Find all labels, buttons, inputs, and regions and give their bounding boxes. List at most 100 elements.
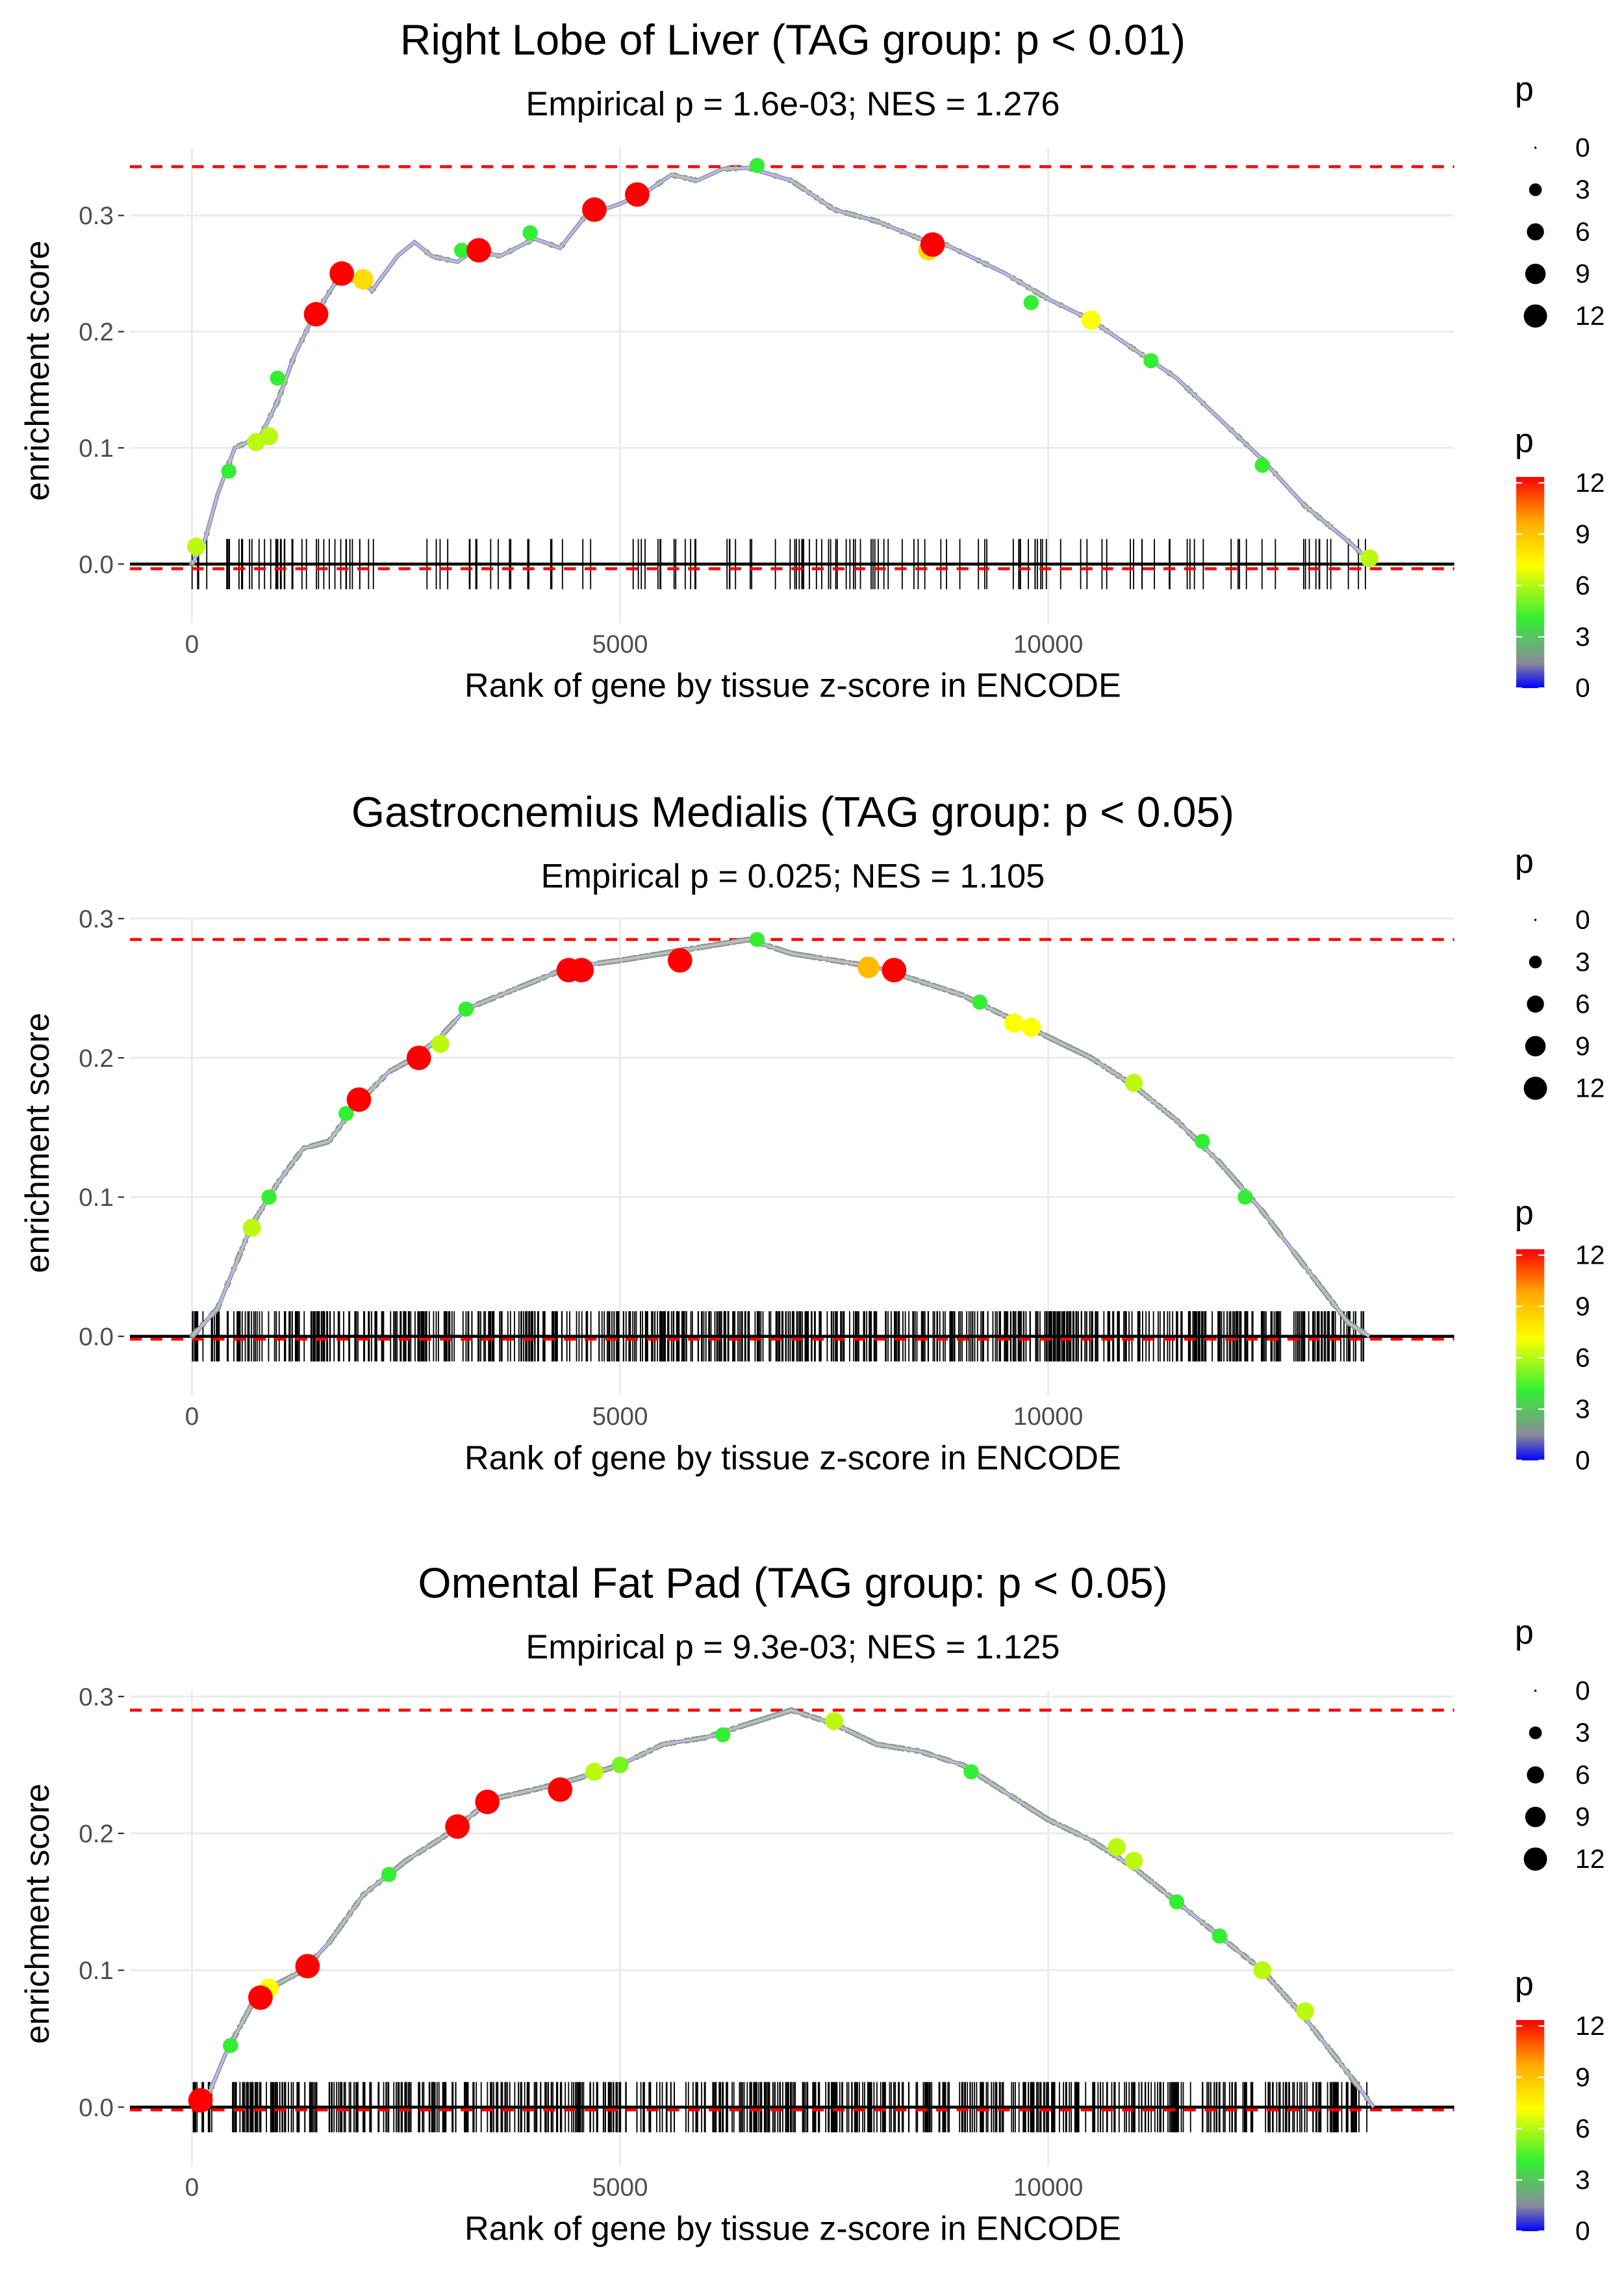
x-tick-label: 5000: [592, 2174, 648, 2202]
size-legend-label: 9: [1575, 1031, 1590, 1061]
gene-point-highlight: [1004, 1013, 1024, 1033]
x-tick-label: 10000: [1013, 631, 1083, 659]
color-legend-label: 3: [1575, 2165, 1590, 2195]
color-legend-bar: [1516, 477, 1545, 689]
y-tick-label: 0.1: [79, 1957, 114, 1985]
size-legend-label: 12: [1575, 1844, 1605, 1874]
size-legend-label: 9: [1575, 1802, 1590, 1832]
color-legend-title: p: [1515, 1194, 1534, 1232]
gene-point-highlight: [1237, 1189, 1253, 1205]
gene-point-highlight: [1108, 1838, 1126, 1856]
gene-point-highlight: [346, 1087, 372, 1112]
size-legend-label: 12: [1575, 1073, 1605, 1103]
gene-point-highlight: [445, 1814, 470, 1839]
size-legend-dot: [1529, 1726, 1542, 1739]
gene-point-highlight: [1169, 1894, 1185, 1910]
gene-point-highlight: [749, 158, 765, 173]
size-legend-dot: [1529, 183, 1542, 196]
y-tick-label: 0.0: [79, 2094, 114, 2122]
chart-title: Gastrocnemius Medialis (TAG group: p < 0…: [351, 788, 1234, 836]
gene-point-highlight: [454, 242, 470, 258]
gene-point-highlight: [582, 197, 607, 222]
panel-1: Right Lobe of Liver (TAG group: p < 0.01…: [19, 16, 1605, 705]
gene-point-highlight: [475, 1789, 500, 1815]
size-legend-dot: [1534, 1689, 1537, 1692]
gene-point-highlight: [625, 182, 650, 207]
gene-point-highlight: [522, 225, 538, 241]
y-axis-label: enrichment score: [19, 1783, 57, 2044]
gene-point-highlight: [1143, 353, 1159, 368]
color-legend-label: 9: [1575, 519, 1590, 549]
y-axis-label: enrichment score: [19, 240, 57, 501]
es-curve: [191, 1708, 1375, 2108]
gene-point-highlight: [187, 537, 205, 556]
color-legend-label: 0: [1575, 2216, 1590, 2246]
gene-point-highlight: [270, 370, 285, 386]
size-legend-dot: [1525, 1036, 1546, 1056]
gene-point-highlight: [242, 1218, 261, 1237]
size-legend-dot: [1525, 263, 1546, 285]
panel-2: Gastrocnemius Medialis (TAG group: p < 0…: [19, 788, 1605, 1477]
y-tick-label: 0.1: [79, 1184, 114, 1212]
size-legend-dot: [1534, 919, 1537, 921]
gene-point-highlight: [920, 232, 945, 257]
gene-point-highlight: [1212, 1928, 1227, 1944]
size-legend-dot: [1523, 1847, 1547, 1871]
legend: p 0 3 6 9 12 p 12 9 6 3 0: [1515, 71, 1605, 703]
y-tick-label: 0.2: [79, 318, 114, 346]
size-legend-title: p: [1515, 71, 1534, 109]
size-legend-label: 0: [1575, 905, 1590, 935]
gene-point-highlight: [338, 1106, 354, 1121]
size-legend-dot: [1527, 995, 1544, 1013]
x-tick-label: 0: [185, 631, 199, 659]
y-tick-label: 0.0: [79, 1323, 114, 1351]
color-legend-label: 12: [1575, 1240, 1605, 1270]
color-legend-label: 6: [1575, 1342, 1590, 1372]
gene-point-highlight: [1360, 549, 1378, 568]
color-legend-bar: [1516, 2020, 1545, 2232]
y-tick-label: 0.2: [79, 1820, 114, 1848]
chart-title: Right Lobe of Liver (TAG group: p < 0.01…: [400, 16, 1186, 64]
gene-point-highlight: [825, 1712, 843, 1730]
size-legend-label: 12: [1575, 301, 1605, 331]
size-legend-dot: [1523, 1077, 1547, 1100]
y-tick-label: 0.2: [79, 1045, 114, 1073]
gene-point-highlight: [1124, 1073, 1143, 1092]
gene-point-highlight: [303, 301, 329, 327]
color-legend-label: 6: [1575, 2114, 1590, 2143]
color-legend-bar: [1516, 1249, 1545, 1461]
size-legend-label: 3: [1575, 947, 1590, 977]
x-tick-label: 5000: [592, 1403, 648, 1431]
y-tick-label: 0.3: [79, 905, 114, 933]
legend: p 0 3 6 9 12 p 12 9 6 3 0: [1515, 843, 1605, 1475]
size-legend-dot: [1523, 304, 1547, 328]
gene-point-highlight: [329, 261, 354, 286]
gene-point-highlight: [261, 1189, 277, 1205]
gene-point-highlight: [353, 269, 374, 290]
size-legend-label: 3: [1575, 175, 1590, 205]
gene-point-highlight: [611, 1756, 629, 1774]
gene-point-highlight: [548, 1777, 573, 1802]
gene-point-highlight: [1296, 2002, 1314, 2021]
color-legend-label: 12: [1575, 2011, 1605, 2041]
gene-point-highlight: [1023, 295, 1039, 311]
size-legend-title: p: [1515, 843, 1534, 880]
color-legend-label: 9: [1575, 2062, 1590, 2092]
size-legend-dot: [1534, 146, 1537, 149]
gene-point-highlight: [569, 958, 594, 983]
y-axis-label: enrichment score: [19, 1013, 57, 1273]
y-tick-label: 0.3: [79, 202, 114, 230]
size-legend-label: 0: [1575, 1676, 1590, 1706]
gene-point-highlight: [1195, 1134, 1210, 1149]
gene-point-highlight: [1081, 310, 1101, 330]
es-curve-underlay: [190, 166, 1371, 565]
size-legend-label: 6: [1575, 989, 1590, 1019]
size-legend-label: 6: [1575, 1759, 1590, 1789]
gene-point-highlight: [963, 1764, 979, 1780]
chart-title: Omental Fat Pad (TAG group: p < 0.05): [418, 1559, 1167, 1607]
gene-point-highlight: [295, 1954, 320, 1979]
color-legend-title: p: [1515, 422, 1534, 459]
legend: p 0 3 6 9 12 p 12 9 6 3 0: [1515, 1614, 1605, 2246]
x-tick-label: 10000: [1013, 2174, 1083, 2202]
size-legend-dot: [1527, 223, 1544, 240]
